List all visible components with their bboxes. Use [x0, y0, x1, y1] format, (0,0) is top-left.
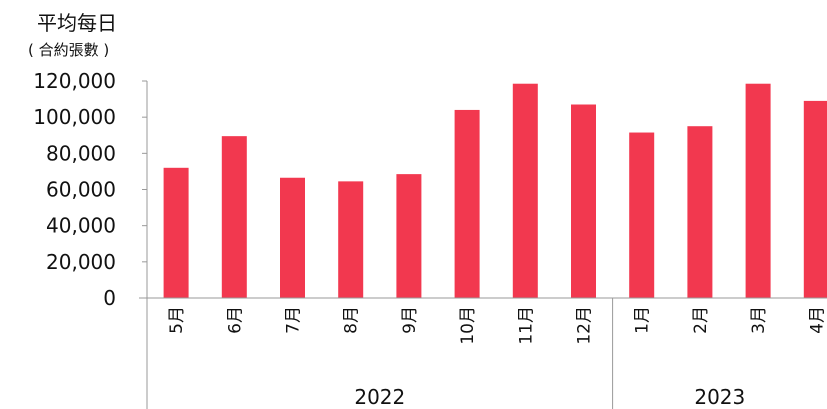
- y-tick-label: 60,000: [46, 178, 116, 202]
- x-tick-label: 2月: [691, 306, 711, 334]
- y-axis-title-line2: ( 合約張數 ): [28, 41, 109, 59]
- bar: [571, 104, 596, 298]
- bar: [687, 126, 713, 298]
- y-axis-title-line1: 平均每日: [37, 11, 117, 35]
- bar: [396, 174, 422, 298]
- axes: [139, 80, 827, 409]
- year-group-label: 2023: [694, 385, 745, 409]
- x-tick-label: 4月: [807, 306, 827, 334]
- x-tick-label: 11月: [516, 306, 536, 345]
- bars: [163, 83, 827, 299]
- bar: [338, 181, 364, 298]
- bar: [745, 83, 771, 299]
- x-tick-label: 10月: [458, 306, 478, 345]
- year-group-label: 2022: [354, 385, 405, 409]
- x-axis-groups: 2022 2023: [354, 385, 745, 409]
- x-tick-label: 8月: [342, 306, 362, 334]
- y-tick-label: 0: [103, 286, 116, 310]
- y-tick-label: 80,000: [46, 141, 116, 165]
- y-tick-label: 120,000: [33, 69, 116, 93]
- x-tick-label: 6月: [225, 306, 245, 334]
- x-tick-label: 7月: [284, 306, 304, 334]
- bar: [163, 167, 189, 298]
- y-tick-label: 40,000: [46, 214, 116, 238]
- bar: [629, 132, 655, 298]
- x-tick-label: 9月: [400, 306, 420, 334]
- x-tick-label: 5月: [167, 306, 187, 334]
- y-axis-ticks: 0 20,000 40,000 60,000 80,000 100,000 120,000: [33, 69, 116, 310]
- x-tick-label: 1月: [633, 306, 653, 334]
- x-axis-labels: 5月 6月 7月 8月 9月 10月 11月 12月 1月 2月 3月 4月: [167, 306, 827, 345]
- bar: [454, 109, 480, 298]
- bar: [512, 83, 538, 299]
- bar: [803, 100, 827, 299]
- x-tick-label: 3月: [749, 306, 769, 334]
- bar: [221, 136, 247, 298]
- y-tick-label: 100,000: [33, 105, 116, 129]
- x-tick-label: 12月: [575, 306, 595, 345]
- bar: [280, 177, 305, 298]
- y-tick-label: 20,000: [46, 250, 116, 274]
